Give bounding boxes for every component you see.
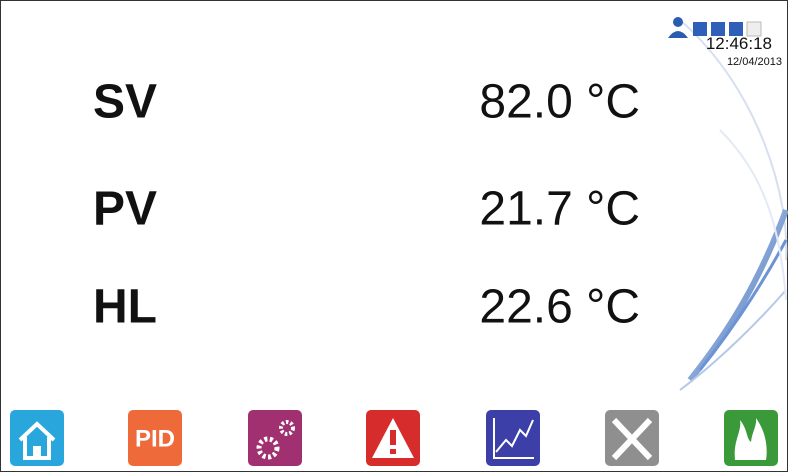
reading-label: HL xyxy=(93,281,157,334)
trend-button[interactable] xyxy=(486,410,540,466)
pid-button[interactable]: PID xyxy=(128,410,182,466)
clock-date: 12/04/2013 xyxy=(727,56,782,68)
home-button[interactable] xyxy=(10,410,64,466)
reading-label: SV xyxy=(93,76,157,129)
alarm-button[interactable] xyxy=(366,410,420,466)
reading-label: PV xyxy=(93,183,157,236)
frame xyxy=(1,1,788,472)
reading-value: 22.6 °C xyxy=(479,281,640,334)
reading-value: 21.7 °C xyxy=(479,183,640,236)
user-icon[interactable] xyxy=(673,17,683,27)
tools-button[interactable] xyxy=(605,410,659,466)
pid-label: PID xyxy=(135,425,175,452)
reading-value: 82.0 °C xyxy=(479,76,640,129)
screen: 12:46:18 12/04/2013 SV 82.0 °C PV 21.7 °… xyxy=(0,0,788,472)
clock-time: 12:46:18 xyxy=(706,34,772,53)
fire-button[interactable] xyxy=(724,410,778,466)
settings-button[interactable] xyxy=(248,410,302,466)
